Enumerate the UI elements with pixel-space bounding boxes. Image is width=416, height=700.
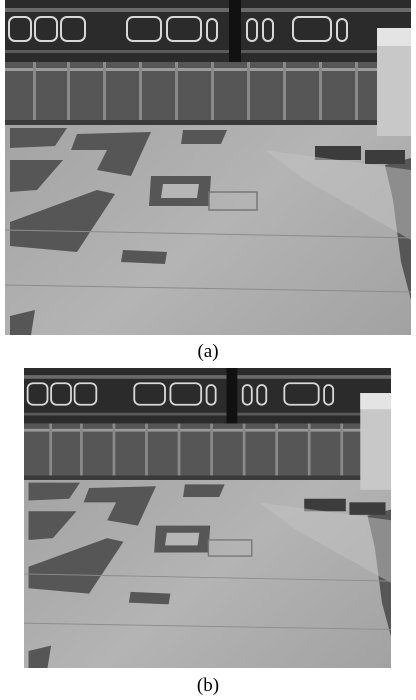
caption-a: (a) <box>0 341 416 363</box>
page: (a) (b) (() => { const data = JSON.parse… <box>0 0 416 700</box>
photo-a <box>5 0 411 335</box>
caption-b: (b) <box>0 675 416 697</box>
photo-b <box>24 368 391 668</box>
